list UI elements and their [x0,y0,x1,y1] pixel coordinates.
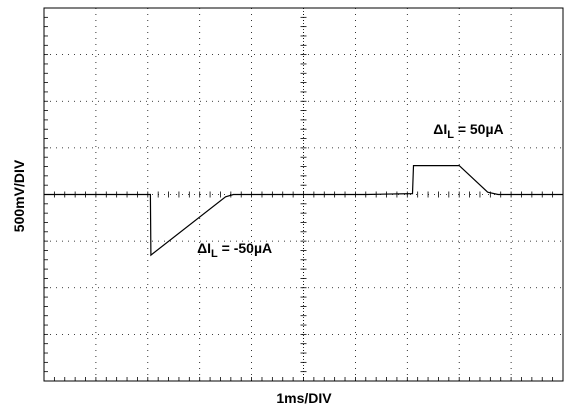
annotation-prefix: ΔI [433,121,447,137]
annotation-prefix: ΔI [197,240,211,256]
trace-line [44,165,563,257]
x-axis-label: 1ms/DIV [276,390,332,406]
annotation-suffix: = -50µA [218,240,272,256]
y-axis-label: 500mV/DIV [11,159,27,232]
annotation-delta-il-pos: ΔIL = 50µA [433,121,503,141]
annotation-delta-il-neg: ΔIL = -50µA [197,240,272,260]
annotation-subscript: L [211,248,218,260]
annotation-subscript: L [447,129,454,141]
annotation-suffix: = 50µA [454,121,504,137]
